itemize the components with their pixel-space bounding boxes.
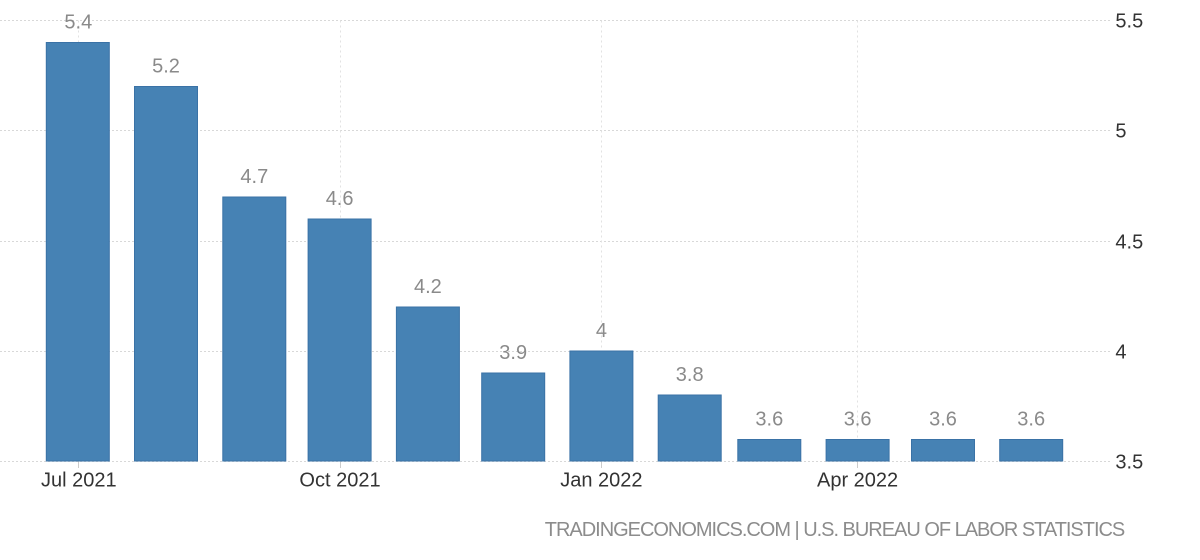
svg-text:4.5: 4.5 — [1115, 232, 1143, 254]
svg-text:3.6: 3.6 — [1017, 409, 1045, 431]
svg-text:3.6: 3.6 — [929, 409, 957, 431]
svg-text:5.2: 5.2 — [152, 56, 180, 78]
svg-text:TRADINGECONOMICS.COM | U.S. BU: TRADINGECONOMICS.COM | U.S. BUREAU OF LA… — [545, 519, 1125, 541]
svg-text:Jul 2021: Jul 2021 — [41, 470, 117, 492]
svg-text:3.8: 3.8 — [676, 364, 704, 386]
svg-text:5: 5 — [1115, 121, 1126, 143]
svg-text:4.2: 4.2 — [414, 276, 442, 298]
svg-text:3.5: 3.5 — [1115, 452, 1143, 474]
svg-text:4: 4 — [1115, 342, 1126, 364]
svg-text:Oct 2021: Oct 2021 — [299, 470, 380, 492]
svg-text:3.6: 3.6 — [755, 409, 783, 431]
svg-text:Jan 2022: Jan 2022 — [560, 470, 642, 492]
svg-text:4.7: 4.7 — [240, 166, 268, 188]
svg-text:3.6: 3.6 — [844, 409, 872, 431]
svg-text:3.9: 3.9 — [499, 342, 527, 364]
svg-text:Apr 2022: Apr 2022 — [817, 470, 898, 492]
svg-text:5.4: 5.4 — [64, 12, 92, 34]
svg-text:5.5: 5.5 — [1115, 11, 1143, 33]
svg-text:4: 4 — [596, 320, 607, 342]
svg-text:4.6: 4.6 — [326, 188, 354, 210]
